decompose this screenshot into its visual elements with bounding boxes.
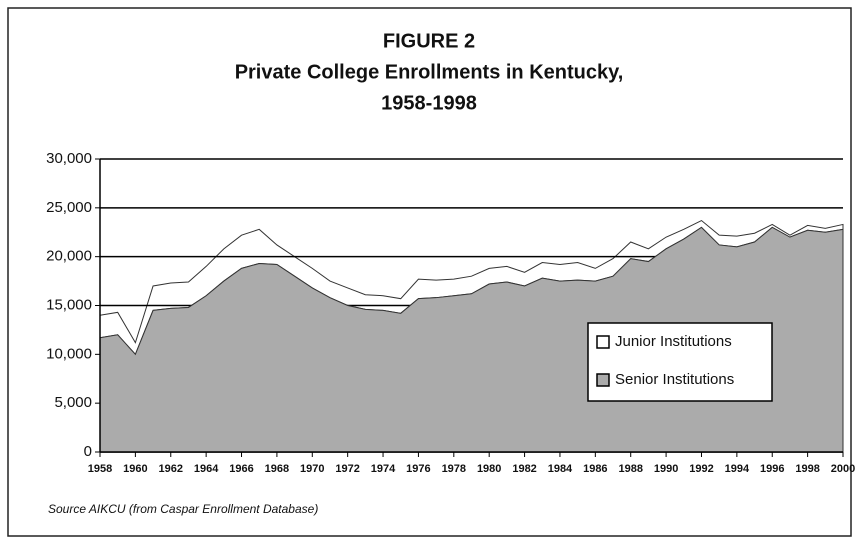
- x-tick-label: 1974: [371, 463, 396, 475]
- x-tick-label: 1996: [760, 463, 784, 475]
- y-tick-label: 5,000: [54, 394, 92, 411]
- x-tick-label: 1958: [88, 463, 112, 475]
- x-tick-label: 1966: [229, 463, 253, 475]
- y-tick-label: 20,000: [46, 248, 92, 265]
- y-tick-label: 30,000: [46, 150, 92, 167]
- legend-swatch: [596, 373, 610, 387]
- x-tick-label: 1982: [512, 463, 536, 475]
- legend-box: [587, 322, 773, 402]
- x-tick-label: 1976: [406, 463, 430, 475]
- chart-title: FIGURE 2: [383, 30, 475, 52]
- x-tick-label: 1992: [689, 463, 713, 475]
- y-tick-label: 10,000: [46, 345, 92, 362]
- x-tick-label: 1998: [795, 463, 819, 475]
- legend: Junior Institutions Senior Institutions: [587, 322, 773, 402]
- legend-swatch: [596, 335, 610, 349]
- y-tick-label: 0: [84, 443, 92, 460]
- x-tick-label: 1972: [335, 463, 359, 475]
- x-tick-label: 1962: [159, 463, 183, 475]
- legend-label: Junior Institutions: [615, 333, 732, 350]
- y-tick-label: 15,000: [46, 296, 92, 313]
- x-tick-label: 1980: [477, 463, 501, 475]
- x-tick-label: 1984: [548, 463, 573, 475]
- x-tick-label: 1994: [725, 463, 750, 475]
- x-tick-label: 1964: [194, 463, 219, 475]
- x-tick-label: 1978: [442, 463, 466, 475]
- x-tick-label: 2000: [831, 463, 855, 475]
- x-tick-label: 1986: [583, 463, 607, 475]
- x-tick-label: 1990: [654, 463, 678, 475]
- chart-subtitle: 1958-1998: [381, 92, 477, 114]
- source-note: Source AIKCU (from Caspar Enrollment Dat…: [48, 502, 318, 516]
- x-tick-label: 1968: [265, 463, 289, 475]
- x-tick-label: 1988: [618, 463, 642, 475]
- y-tick-label: 25,000: [46, 199, 92, 216]
- chart-subtitle: Private College Enrollments in Kentucky,: [235, 61, 624, 83]
- x-tick-label: 1960: [123, 463, 147, 475]
- x-tick-label: 1970: [300, 463, 324, 475]
- legend-label: Senior Institutions: [615, 371, 734, 388]
